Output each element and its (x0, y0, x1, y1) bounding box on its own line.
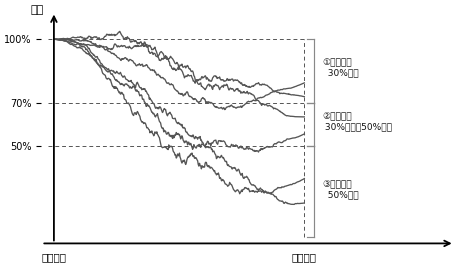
Text: ②下落率：
 30%以上　50%未満: ②下落率： 30%以上 50%未満 (322, 112, 392, 131)
Text: 時価: 時価 (30, 5, 43, 15)
Text: 取得時点: 取得時点 (41, 252, 66, 262)
Text: ③下落率：
  50%以上: ③下落率： 50%以上 (322, 179, 359, 199)
Text: ①下落率：
  30%未満: ①下落率： 30%未満 (322, 58, 359, 78)
Text: 期末時点: 期末時点 (292, 252, 317, 262)
